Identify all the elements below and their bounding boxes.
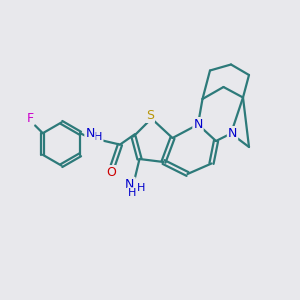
Text: S: S bbox=[146, 109, 154, 122]
Text: N: N bbox=[193, 118, 203, 131]
Text: F: F bbox=[26, 112, 34, 125]
Text: N: N bbox=[228, 127, 237, 140]
Text: N: N bbox=[125, 178, 135, 191]
Text: O: O bbox=[106, 166, 116, 179]
Text: N: N bbox=[85, 127, 95, 140]
Text: H: H bbox=[128, 188, 136, 198]
Text: H: H bbox=[94, 132, 103, 142]
Text: H: H bbox=[137, 183, 145, 193]
